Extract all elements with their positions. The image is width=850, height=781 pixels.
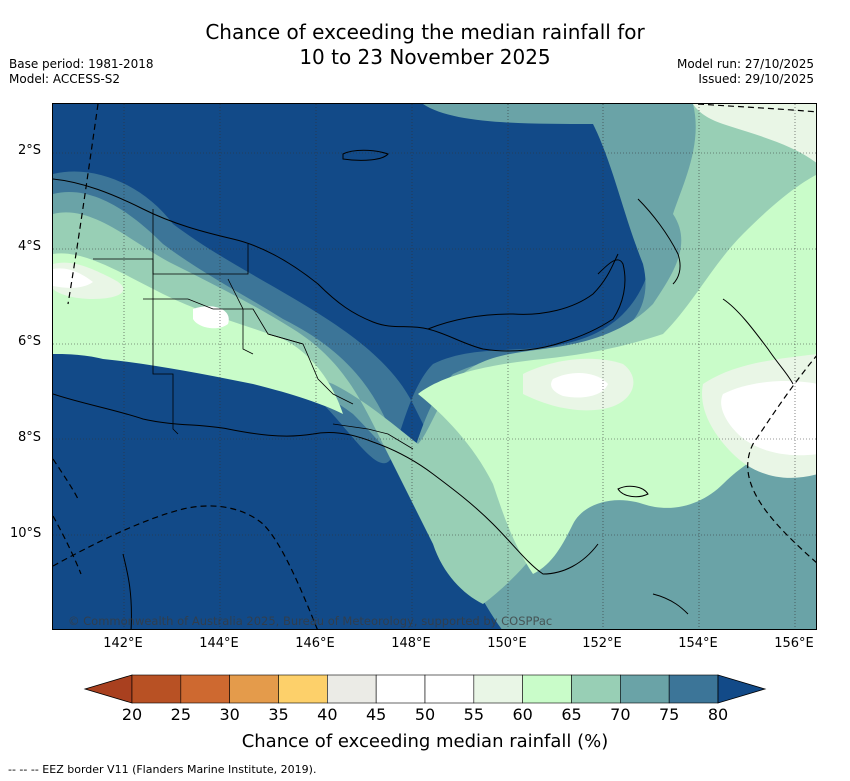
lon-label-150e: 150°E — [487, 636, 527, 651]
colorbar-tick-label: 20 — [121, 705, 143, 724]
colorbar-swatch — [668, 674, 719, 704]
colorbar-title: Chance of exceeding median rainfall (%) — [241, 731, 609, 752]
band-50-55-central — [551, 372, 608, 398]
colorbar-swatch — [424, 674, 475, 704]
colorbar-swatch — [620, 674, 670, 704]
lat-label-2s: 2°S — [18, 143, 42, 158]
colorbar-tick-label: 50 — [414, 705, 436, 724]
run-info: Model run: 27/10/2025 Issued: 29/10/2025 — [677, 57, 814, 87]
lat-label-10s: 10°S — [10, 526, 42, 541]
colorbar-tick-label: 35 — [268, 705, 289, 724]
colorbar-swatch — [375, 674, 426, 704]
colorbar-swatch — [571, 674, 621, 704]
eez-borders — [53, 104, 816, 629]
lat-label-8s: 8°S — [18, 430, 42, 445]
map-title: Chance of exceeding the median rainfall … — [0, 20, 850, 70]
lat-label-4s: 4°S — [18, 239, 42, 254]
colorbar-tick-label: 25 — [170, 705, 192, 724]
lon-label-152e: 152°E — [582, 636, 622, 651]
band-55-60-east — [693, 104, 816, 163]
band-50-55-se — [721, 381, 816, 456]
lon-label-146e: 146°E — [295, 636, 335, 651]
model-info: Base period: 1981-2018 Model: ACCESS-S2 — [9, 57, 154, 87]
lon-label-156e: 156°E — [774, 636, 814, 651]
graticule — [53, 104, 816, 629]
lon-label-142e: 142°E — [103, 636, 143, 651]
lat-label-6s: 6°S — [18, 334, 42, 349]
base-period: Base period: 1981-2018 — [9, 57, 154, 71]
colorbar-tick-label: 45 — [365, 705, 387, 724]
model-run-date: Model run: 27/10/2025 — [676, 57, 814, 71]
band-west-60-65 — [53, 253, 343, 414]
colorbar-swatch — [278, 674, 328, 704]
colorbar-swatch — [327, 674, 377, 704]
colorbar-tick-label: 30 — [219, 705, 240, 724]
province-borders — [93, 209, 414, 450]
rainfall-map — [52, 103, 817, 630]
colorbar-tick-label: 55 — [463, 705, 485, 724]
issued-date: Issued: 29/10/2025 — [698, 72, 814, 86]
colorbar-tick-label: 70 — [610, 705, 631, 724]
colorbar-tick-label: 80 — [707, 705, 729, 724]
colorbar-swatch — [131, 674, 182, 704]
colorbar-swatch — [180, 674, 230, 704]
model-name: Model: ACCESS-S2 — [9, 72, 121, 86]
copyright-note: © Commonwealth of Australia 2025, Bureau… — [68, 614, 553, 628]
colorbar-tick-label: 65 — [561, 705, 582, 724]
colorbar-swatch — [229, 674, 279, 704]
lon-label-148e: 148°E — [391, 636, 431, 651]
title-line-2: 10 to 23 November 2025 — [299, 45, 551, 69]
band-50-55-west — [53, 268, 93, 288]
colorbar-tick-label: 60 — [512, 705, 533, 724]
colorbar-swatch — [473, 674, 523, 704]
colorbar-tick-label: 40 — [317, 705, 338, 724]
lon-label-144e: 144°E — [199, 636, 239, 651]
eez-legend-note: -- -- -- EEZ border V11 (Flanders Marine… — [8, 763, 317, 776]
colorbar-extend-high — [717, 674, 767, 704]
colorbar-swatch — [522, 674, 572, 704]
map-svg — [53, 104, 816, 629]
coastlines — [53, 149, 794, 629]
lon-label-154e: 154°E — [678, 636, 718, 651]
colorbar-extend-low — [83, 674, 133, 704]
title-line-1: Chance of exceeding the median rainfall … — [205, 20, 645, 44]
colorbar-tick-label: 75 — [658, 705, 680, 724]
